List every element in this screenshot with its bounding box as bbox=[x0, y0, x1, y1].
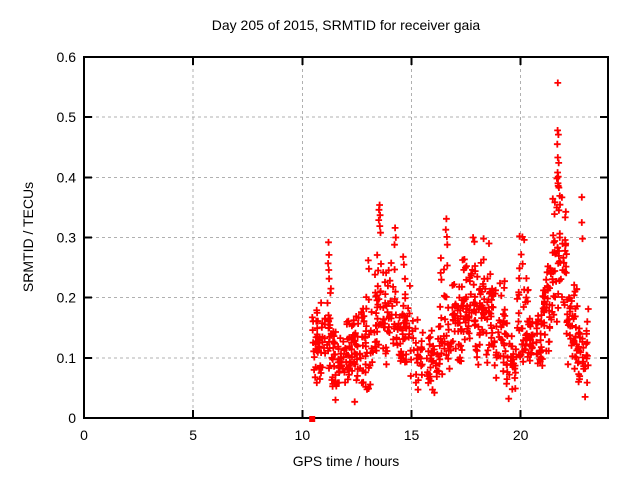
y-tick-label: 0.6 bbox=[57, 49, 77, 65]
y-tick-label: 0.5 bbox=[57, 109, 77, 125]
y-axis-title: SRMTID / TECUs bbox=[20, 182, 36, 292]
chart-title: Day 205 of 2015, SRMTID for receiver gai… bbox=[212, 17, 481, 33]
plot-border bbox=[83, 56, 609, 419]
zero-point-marker bbox=[309, 416, 316, 422]
y-tick-label: 0.3 bbox=[57, 230, 77, 246]
x-tick-label: 20 bbox=[513, 427, 529, 443]
y-tick-label: 0.2 bbox=[57, 290, 77, 306]
x-tick-label: 10 bbox=[295, 427, 311, 443]
data-point-markers bbox=[308, 79, 592, 406]
x-tick-label: 5 bbox=[189, 427, 197, 443]
x-axis-title: GPS time / hours bbox=[293, 453, 400, 469]
y-tick-labels: 0 0.1 0.2 0.3 0.4 0.5 0.6 bbox=[57, 49, 77, 426]
y-tick-label: 0.4 bbox=[57, 169, 77, 185]
scatter-points bbox=[308, 79, 592, 422]
x-tick-labels: 0 5 10 15 20 bbox=[80, 427, 529, 443]
x-tick-label: 0 bbox=[80, 427, 88, 443]
x-tick-label: 15 bbox=[404, 427, 420, 443]
y-tick-label: 0 bbox=[68, 410, 76, 426]
y-tick-label: 0.1 bbox=[57, 350, 77, 366]
